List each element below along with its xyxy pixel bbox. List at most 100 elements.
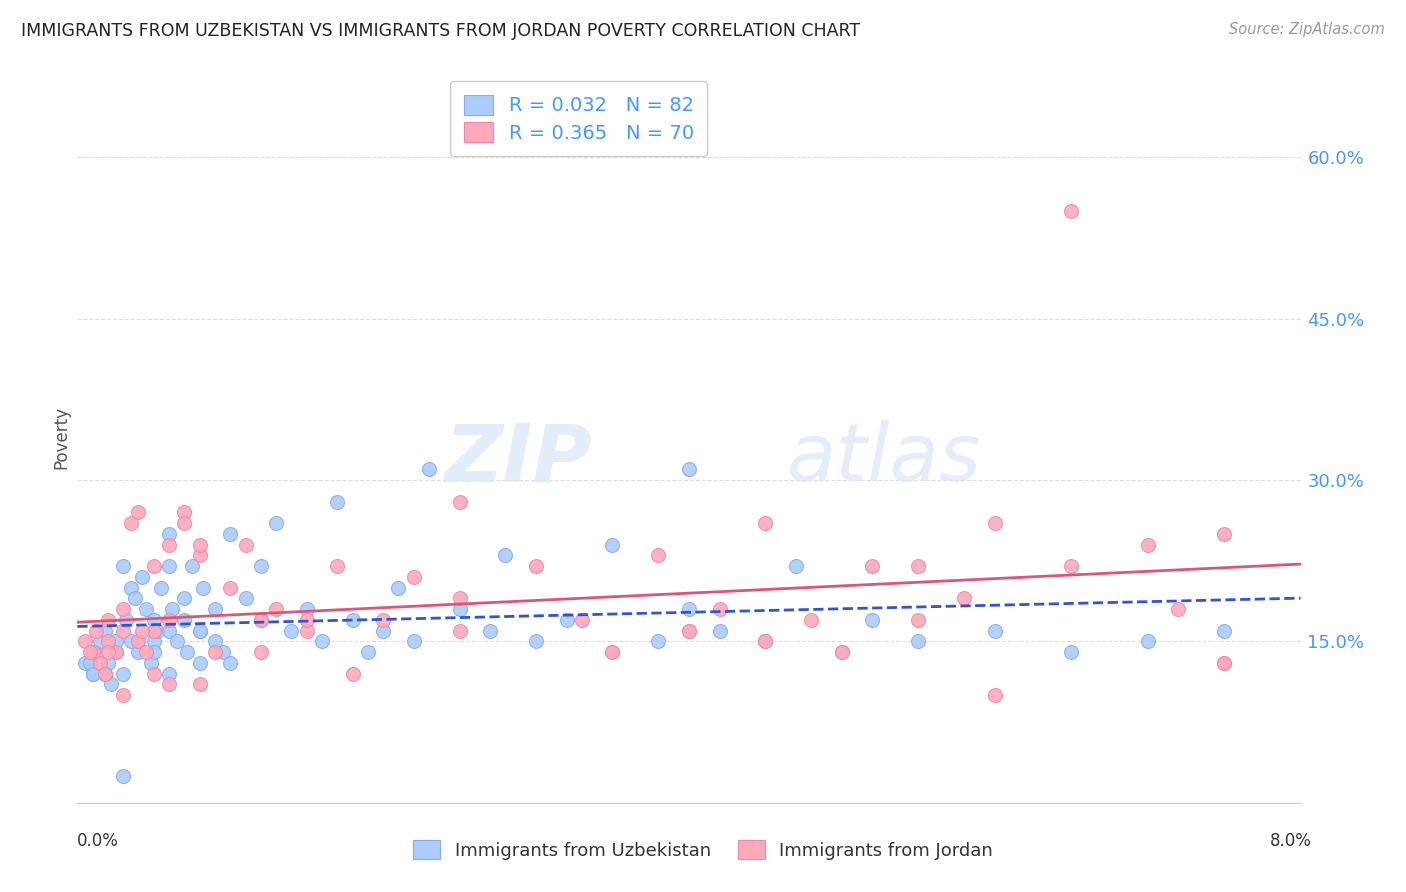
Point <box>120 516 142 530</box>
Point <box>115 613 138 627</box>
Point <box>176 645 198 659</box>
Point <box>524 559 547 574</box>
Text: 0.0%: 0.0% <box>77 832 120 850</box>
Point <box>280 624 302 638</box>
Point <box>1213 656 1236 670</box>
Point <box>120 634 142 648</box>
Point <box>754 634 776 648</box>
Point <box>357 645 380 659</box>
Point <box>326 494 349 508</box>
Point <box>82 666 104 681</box>
Point <box>97 634 120 648</box>
Point <box>79 656 101 670</box>
Point <box>188 677 211 691</box>
Point <box>142 559 165 574</box>
Text: atlas: atlas <box>787 420 981 498</box>
Point <box>342 666 364 681</box>
Point <box>142 613 165 627</box>
Point <box>84 645 107 659</box>
Point <box>104 634 127 648</box>
Point <box>219 656 242 670</box>
Point <box>157 538 180 552</box>
Point <box>678 462 700 476</box>
Point <box>188 624 211 638</box>
Point <box>449 624 471 638</box>
Point <box>139 656 162 670</box>
Legend: Immigrants from Uzbekistan, Immigrants from Jordan: Immigrants from Uzbekistan, Immigrants f… <box>406 833 1000 867</box>
Point <box>984 516 1007 530</box>
Point <box>135 645 157 659</box>
Point <box>120 581 142 595</box>
Point <box>112 602 135 616</box>
Point <box>1060 645 1083 659</box>
Point <box>1213 656 1236 670</box>
Point <box>831 645 853 659</box>
Point <box>831 645 853 659</box>
Point <box>785 559 807 574</box>
Point <box>204 634 226 648</box>
Point <box>150 581 173 595</box>
Text: IMMIGRANTS FROM UZBEKISTAN VS IMMIGRANTS FROM JORDAN POVERTY CORRELATION CHART: IMMIGRANTS FROM UZBEKISTAN VS IMMIGRANTS… <box>21 22 860 40</box>
Point <box>250 559 273 574</box>
Point <box>124 591 146 606</box>
Point <box>754 516 776 530</box>
Point <box>112 769 135 783</box>
Point <box>264 602 287 616</box>
Point <box>709 602 731 616</box>
Point <box>495 549 517 563</box>
Point <box>862 559 884 574</box>
Point <box>188 538 211 552</box>
Point <box>142 645 165 659</box>
Point <box>402 634 425 648</box>
Point <box>953 591 976 606</box>
Point <box>112 688 135 702</box>
Point <box>128 634 150 648</box>
Point <box>524 634 547 648</box>
Point <box>173 505 195 519</box>
Point <box>250 645 273 659</box>
Point <box>97 656 120 670</box>
Point <box>387 581 409 595</box>
Point <box>862 613 884 627</box>
Point <box>142 666 165 681</box>
Point <box>97 645 120 659</box>
Point <box>602 645 624 659</box>
Point <box>82 666 104 681</box>
Point <box>1167 602 1189 616</box>
Point <box>1213 624 1236 638</box>
Point <box>235 538 257 552</box>
Point <box>181 559 204 574</box>
Point <box>250 613 273 627</box>
Point <box>602 645 624 659</box>
Point <box>146 624 169 638</box>
Text: ZIP: ZIP <box>444 420 591 498</box>
Point <box>418 462 440 476</box>
Point <box>131 624 153 638</box>
Point <box>1136 634 1159 648</box>
Point <box>89 656 111 670</box>
Point <box>678 624 700 638</box>
Point <box>204 602 226 616</box>
Point <box>112 666 135 681</box>
Point <box>754 634 776 648</box>
Point <box>131 570 153 584</box>
Text: 8.0%: 8.0% <box>1270 832 1312 850</box>
Point <box>907 634 929 648</box>
Point <box>449 591 471 606</box>
Point <box>1060 204 1083 219</box>
Legend: R = 0.032   N = 82, R = 0.365   N = 70: R = 0.032 N = 82, R = 0.365 N = 70 <box>450 81 707 156</box>
Point <box>264 516 287 530</box>
Point <box>342 613 364 627</box>
Point <box>211 645 233 659</box>
Point <box>1060 559 1083 574</box>
Point <box>73 656 96 670</box>
Point <box>84 624 107 638</box>
Point <box>235 591 257 606</box>
Point <box>250 613 273 627</box>
Point <box>104 645 127 659</box>
Point <box>135 602 157 616</box>
Point <box>326 559 349 574</box>
Point <box>449 602 471 616</box>
Point <box>907 559 929 574</box>
Point <box>128 645 150 659</box>
